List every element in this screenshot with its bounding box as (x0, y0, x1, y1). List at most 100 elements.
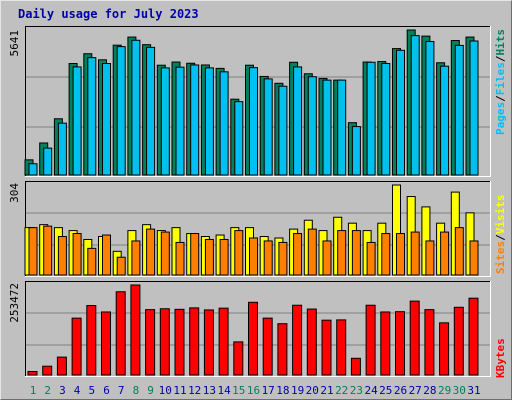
x-tick-label-day-13: 13 (203, 384, 216, 397)
bar-kbytes-day-23 (350, 357, 361, 376)
x-tick-label-day-11: 11 (173, 384, 186, 397)
bar-kbytes-day-9 (145, 309, 156, 376)
bar-files-day-19 (293, 66, 303, 176)
bar-kbytes-day-19 (292, 304, 303, 376)
x-tick-label-day-25: 25 (379, 384, 392, 397)
x-tick-label-day-5: 5 (88, 384, 95, 397)
x-tick-label-day-24: 24 (364, 384, 378, 397)
bar-kbytes-day-11 (174, 308, 185, 376)
legend-entry: / (494, 234, 507, 241)
bar-kbytes-day-17 (262, 317, 273, 376)
x-tick-label-day-26: 26 (394, 384, 407, 397)
y-tick-label: 304 (8, 183, 21, 203)
bar-sites-day-24 (366, 241, 376, 276)
legend-entry: Pages (494, 102, 507, 135)
x-tick-label-day-16: 16 (247, 384, 260, 397)
legend-sites-visits: Sites/Visits (494, 195, 507, 275)
bar-kbytes-day-29 (439, 322, 450, 376)
legend-entry: Files (494, 62, 507, 95)
x-tick-label-day-12: 12 (188, 384, 201, 397)
bar-sites-day-8 (131, 240, 141, 276)
bar-kbytes-day-22 (336, 319, 347, 376)
bar-files-day-30 (454, 44, 464, 176)
legend-entry: Hits (494, 29, 507, 56)
bar-sites-day-22 (337, 230, 347, 276)
legend-entry: / (494, 95, 507, 102)
legend-entry: Sites (494, 241, 507, 274)
bar-sites-day-20 (307, 228, 317, 276)
x-tick-label-day-20: 20 (306, 384, 319, 397)
bar-files-day-15 (234, 101, 244, 176)
x-tick-label-day-29: 29 (438, 384, 451, 397)
bar-kbytes-day-6 (101, 311, 111, 376)
bar-sites-day-14 (219, 238, 229, 276)
x-tick-label-day-3: 3 (59, 384, 66, 397)
bar-sites-day-5 (87, 247, 97, 276)
bar-sites-day-12 (190, 233, 200, 276)
bar-kbytes-day-3 (56, 356, 67, 376)
bar-files-day-1 (28, 163, 38, 176)
bar-files-day-5 (87, 57, 97, 176)
bar-sites-day-28 (425, 240, 435, 276)
bar-kbytes-day-13 (203, 309, 214, 376)
bar-sites-day-29 (440, 231, 450, 276)
x-tick-label-day-22: 22 (335, 384, 348, 397)
bar-kbytes-day-31 (468, 297, 479, 376)
bar-files-day-2 (43, 147, 53, 176)
bar-files-day-8 (131, 39, 141, 176)
bar-sites-day-31 (469, 240, 479, 276)
bar-sites-day-11 (175, 241, 185, 276)
x-tick-label-day-4: 4 (74, 384, 81, 397)
y-tick-label: 253472 (8, 283, 21, 323)
x-tick-label-day-6: 6 (103, 384, 110, 397)
legend-entry: / (494, 55, 507, 62)
bar-files-day-24 (366, 61, 376, 176)
x-tick-label-day-17: 17 (262, 384, 275, 397)
x-tick-label-day-19: 19 (291, 384, 304, 397)
bar-kbytes-day-14 (218, 307, 229, 376)
bar-sites-day-9 (146, 228, 156, 276)
bar-kbytes-day-15 (233, 341, 244, 376)
y-tick-label: 5641 (8, 30, 21, 57)
bar-files-day-9 (146, 46, 156, 176)
x-tick-label-day-14: 14 (217, 384, 231, 397)
bar-files-day-31 (469, 40, 479, 176)
bar-kbytes-day-18 (277, 323, 288, 376)
bar-files-day-12 (190, 64, 200, 176)
legend-entry: Visits (494, 195, 507, 235)
bar-files-day-21 (322, 79, 332, 176)
bar-files-day-23 (351, 126, 361, 176)
x-tick-label-day-9: 9 (147, 384, 154, 397)
bar-files-day-3 (57, 122, 67, 176)
bar-kbytes-day-30 (453, 306, 464, 376)
x-tick-label-day-2: 2 (44, 384, 51, 397)
bar-kbytes-day-21 (321, 319, 332, 376)
x-tick-label-day-31: 31 (467, 384, 480, 397)
x-tick-label-day-30: 30 (453, 384, 466, 397)
bar-kbytes-day-28 (424, 309, 435, 376)
bar-kbytes-day-27 (409, 300, 420, 376)
x-tick-label-day-21: 21 (320, 384, 333, 397)
legend-entry: KBytes (494, 338, 507, 378)
bar-files-day-13 (204, 67, 214, 176)
bar-kbytes-day-5 (86, 305, 97, 376)
bar-files-day-25 (381, 62, 391, 176)
bar-kbytes-day-20 (306, 308, 317, 376)
bar-files-day-28 (425, 40, 435, 176)
bar-sites-day-30 (454, 227, 464, 276)
bar-files-day-18 (278, 85, 288, 176)
bar-sites-day-2 (43, 225, 53, 276)
bar-sites-day-23 (351, 230, 361, 276)
bar-kbytes-day-24 (365, 304, 376, 376)
x-tick-label-day-18: 18 (276, 384, 289, 397)
bar-kbytes-day-26 (395, 311, 405, 376)
bar-sites-day-18 (278, 241, 288, 276)
legend-pages-files-hits: Pages/Files/Hits (494, 29, 507, 135)
x-tick-label-day-23: 23 (350, 384, 363, 397)
bar-kbytes-day-10 (159, 308, 170, 376)
bar-files-day-22 (337, 79, 347, 176)
bar-files-day-7 (116, 46, 126, 176)
bar-files-day-4 (72, 66, 82, 176)
bar-files-day-26 (396, 49, 405, 176)
bar-sites-day-21 (322, 240, 332, 276)
